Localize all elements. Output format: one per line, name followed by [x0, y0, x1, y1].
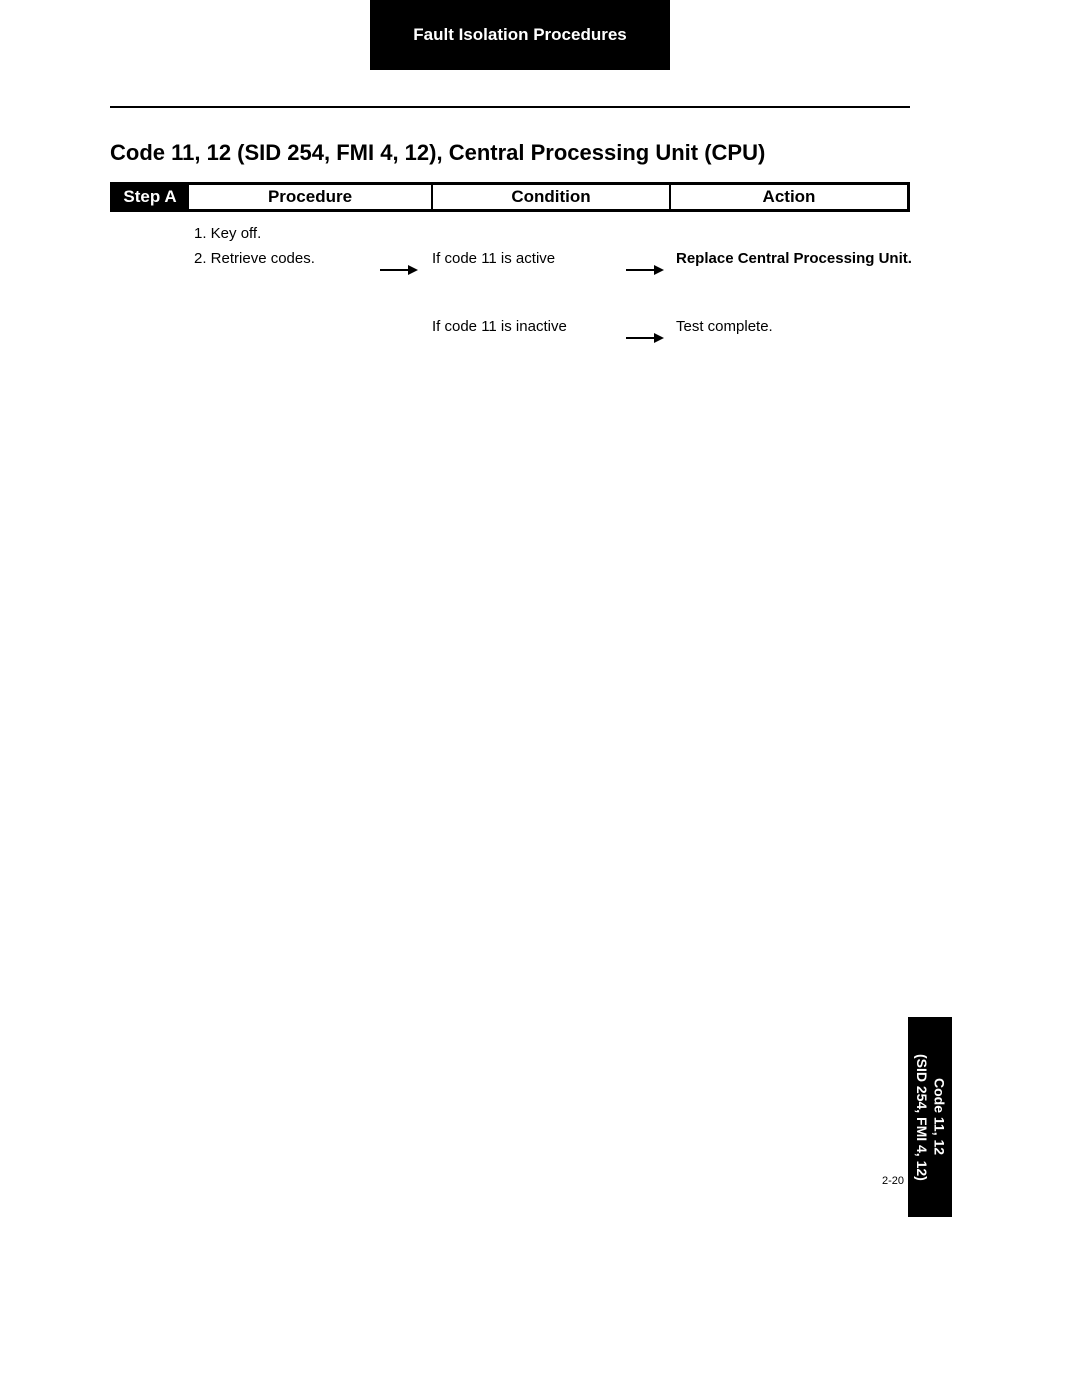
action-1: Replace Central Processing Unit. [676, 250, 912, 267]
page: Fault Isolation Procedures Code 11, 12 (… [0, 0, 1080, 1397]
action-2: Test complete. [676, 318, 773, 335]
header-tab: Fault Isolation Procedures [370, 0, 670, 70]
condition-2: If code 11 is inactive [432, 318, 567, 335]
side-tab-line2: (SID 254, FMI 4, 12) [914, 1054, 930, 1181]
procedure-1: 1. Key off. [194, 225, 261, 242]
th-action: Action [669, 185, 907, 209]
table-header: Step A Procedure Condition Action [110, 182, 910, 212]
th-step: Step A [113, 185, 187, 209]
th-procedure: Procedure [187, 185, 431, 209]
arrow-icon [624, 331, 664, 345]
arrow-icon [378, 263, 418, 277]
divider [110, 106, 910, 108]
procedure-2: 2. Retrieve codes. [194, 250, 315, 267]
side-tab-line1: Code 11, 12 [932, 1078, 948, 1155]
condition-1: If code 11 is active [432, 250, 555, 267]
arrow-icon [624, 263, 664, 277]
page-number: 2-20 [882, 1175, 904, 1187]
header-title: Fault Isolation Procedures [413, 25, 627, 45]
section-title: Code 11, 12 (SID 254, FMI 4, 12), Centra… [110, 140, 765, 166]
side-tab-text: Code 11, 12 (SID 254, FMI 4, 12) [913, 1054, 948, 1181]
th-condition: Condition [431, 185, 669, 209]
side-tab: Code 11, 12 (SID 254, FMI 4, 12) [908, 1017, 952, 1217]
